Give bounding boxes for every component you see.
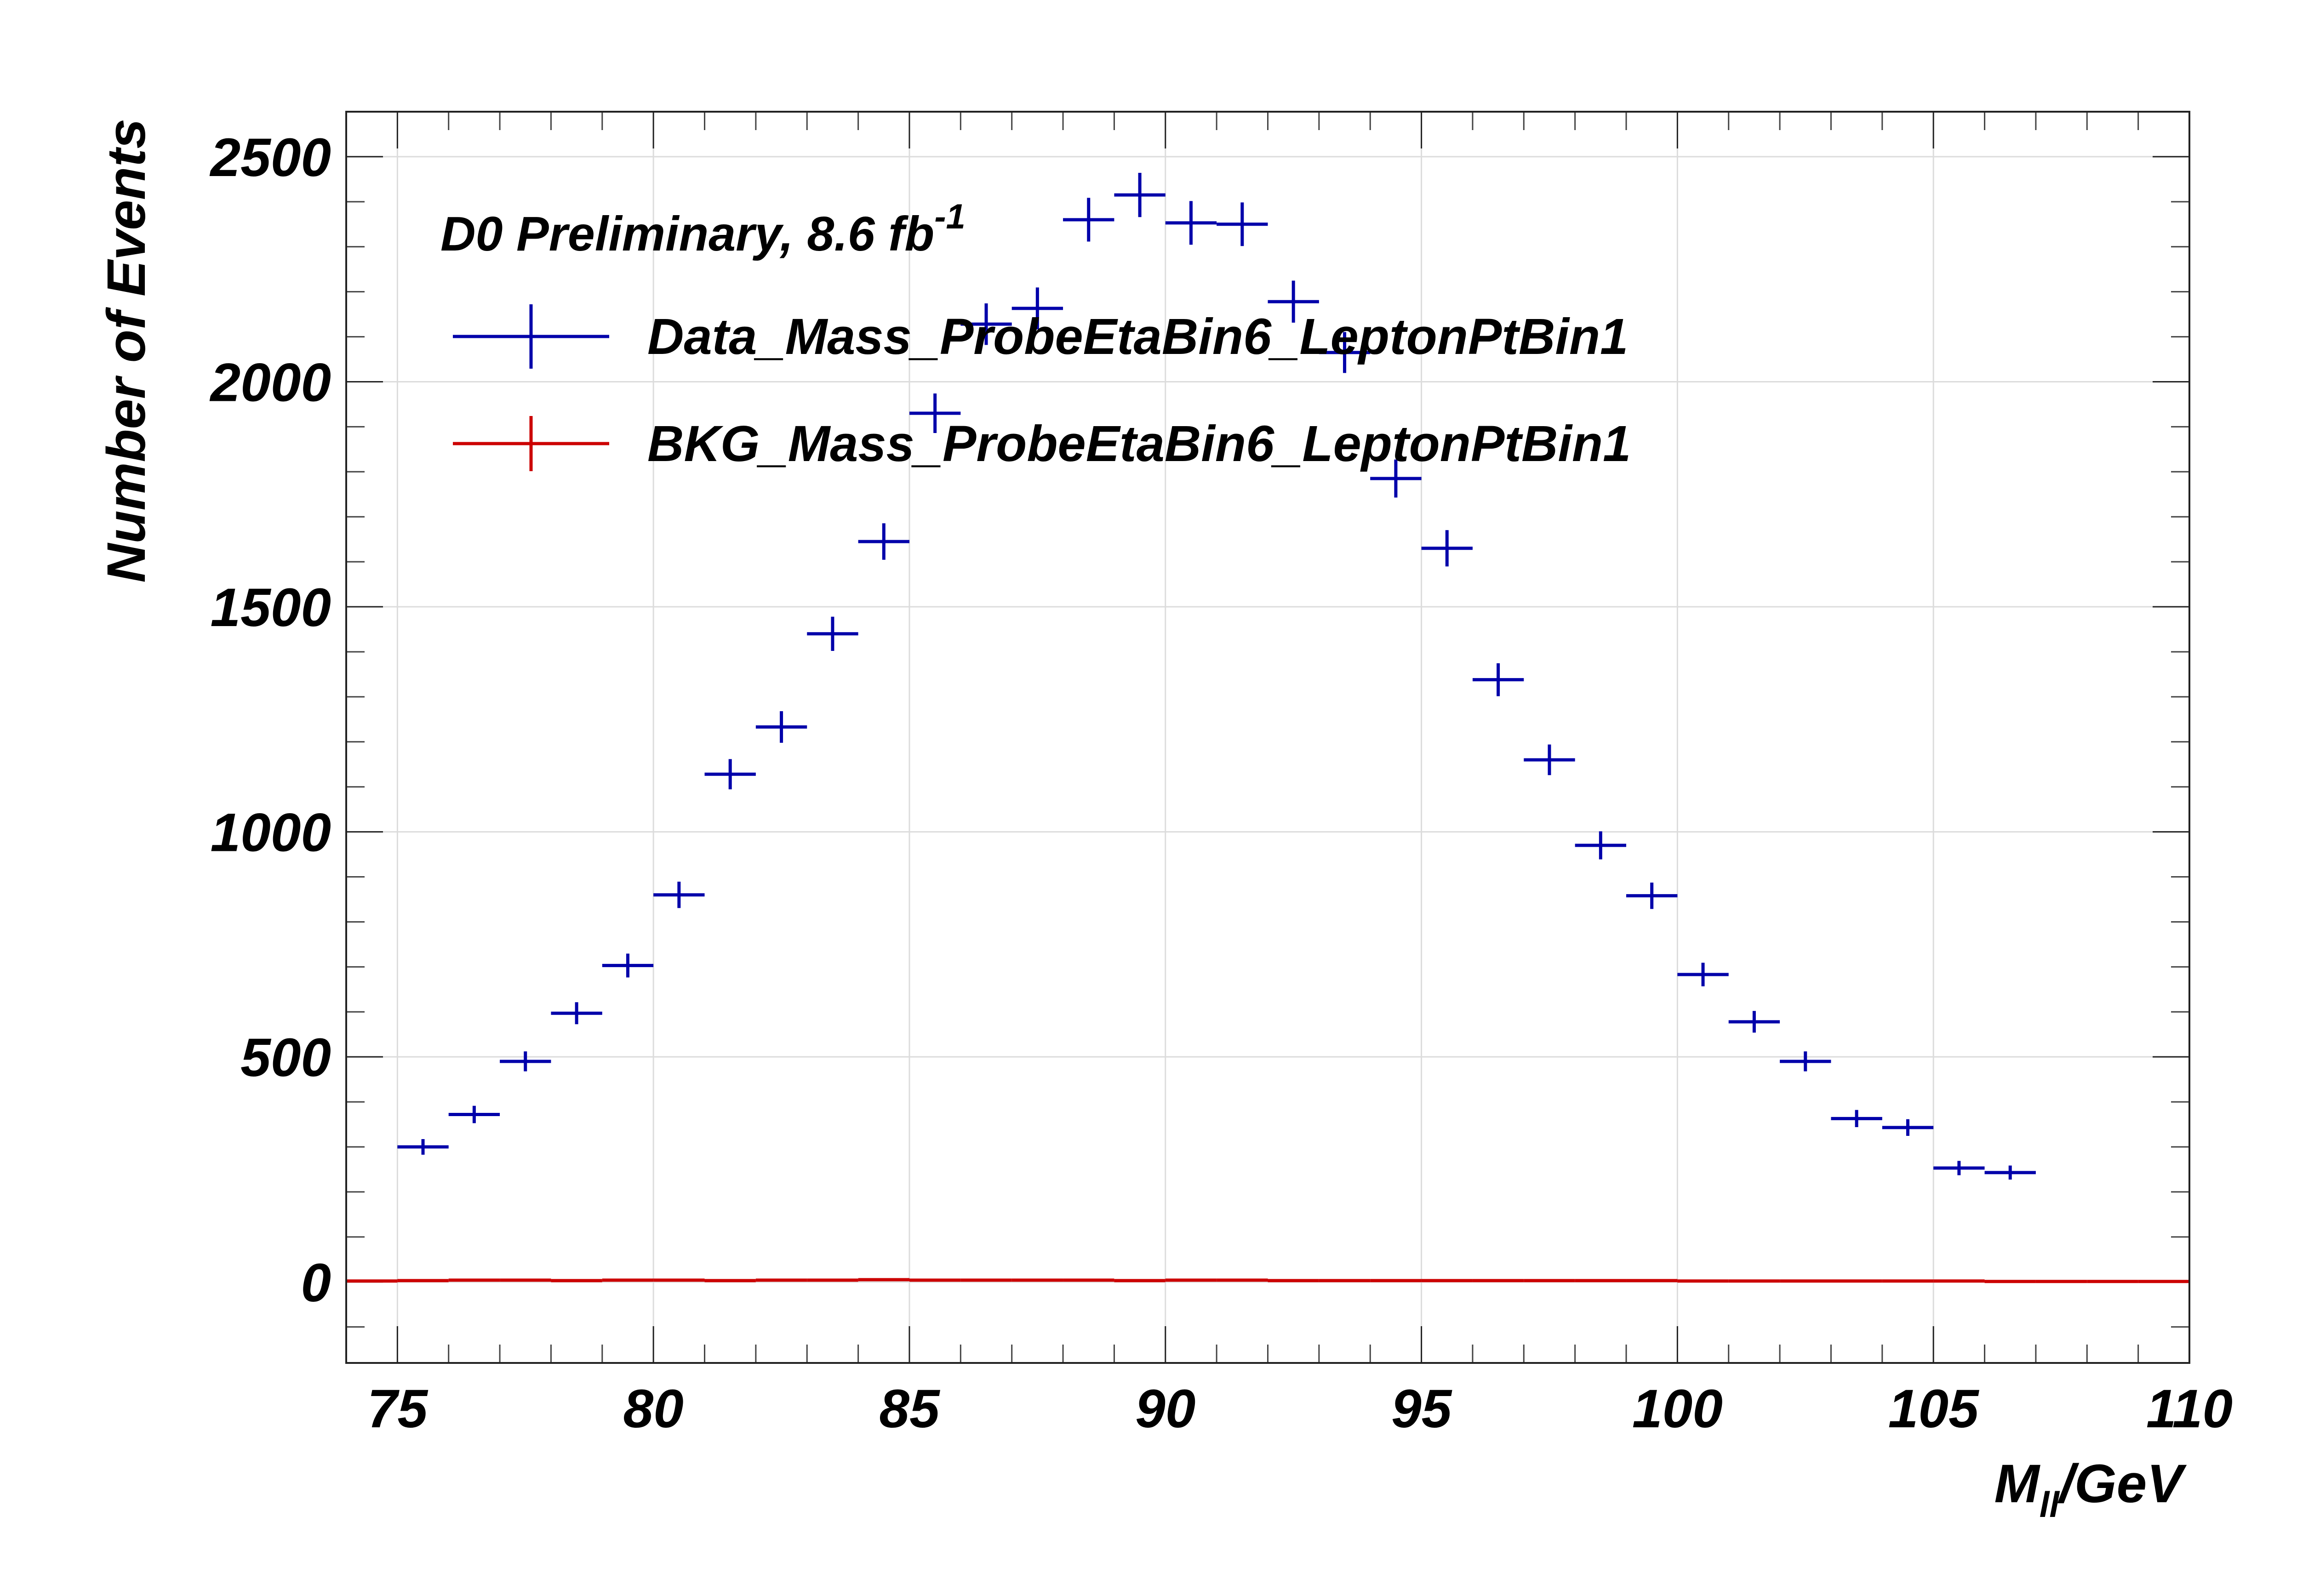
y-tick-labels: 0 500 1000 1500 2000 2500 [209, 127, 331, 1313]
y-axis-title: Number of Events [96, 119, 157, 583]
grid-lines [346, 112, 2190, 1363]
x-tick-label: 105 [1888, 1379, 1980, 1439]
data-point [1933, 1161, 1985, 1175]
x-tick-label: 110 [2146, 1379, 2233, 1439]
x-axis-title-unit: /GeV [2057, 1454, 2187, 1514]
data-point [1882, 1119, 1934, 1136]
svg-text:D0 Preliminary, 8.6 fb-1: D0 Preliminary, 8.6 fb-1 [440, 197, 966, 261]
x-axis-title: Mll/GeV [1994, 1454, 2187, 1525]
x-tick-label: 85 [879, 1379, 941, 1439]
data-point [1370, 459, 1422, 498]
legend: Data_Mass_ProbeEtaBin6_LeptonPtBin1 BKG_… [453, 304, 1631, 472]
x-tick-label: 75 [367, 1379, 429, 1439]
data-point [1421, 530, 1473, 567]
annotation: D0 Preliminary, 8.6 fb-1 [440, 197, 966, 261]
data-point [1984, 1165, 2036, 1180]
data-point [1217, 202, 1268, 246]
data-point [1319, 332, 1371, 373]
x-tick-label: 80 [623, 1379, 684, 1439]
data-point [807, 616, 858, 651]
y-tick-label: 2000 [209, 352, 331, 413]
annotation-text: D0 Preliminary, 8.6 fb [440, 207, 934, 261]
data-point [448, 1106, 500, 1123]
data-point [1677, 963, 1729, 986]
data-point [1472, 663, 1524, 696]
data-point [551, 1002, 602, 1025]
data-point [858, 523, 909, 560]
data-point [909, 393, 961, 433]
data-point [1728, 1011, 1780, 1033]
x-tick-label: 100 [1632, 1379, 1723, 1439]
annotation-superscript: -1 [934, 197, 966, 236]
data-series [397, 173, 2036, 1180]
y-tick-label: 2500 [209, 127, 331, 188]
x-axis-title-subscript: ll [2040, 1484, 2060, 1525]
data-point [1831, 1110, 1882, 1127]
data-point [500, 1051, 551, 1072]
x-tick-label: 95 [1391, 1379, 1453, 1439]
y-tick-label: 1000 [210, 803, 331, 863]
y-tick-label: 1500 [210, 577, 331, 638]
legend-entry-bkg: BKG_Mass_ProbeEtaBin6_LeptonPtBin1 [453, 416, 1631, 472]
plot-frame [345, 111, 2190, 1364]
data-point [1063, 198, 1114, 242]
data-point [602, 953, 654, 978]
y-tick-label: 0 [301, 1253, 331, 1313]
data-point [1165, 201, 1217, 245]
legend-label-data: Data_Mass_ProbeEtaBin6_LeptonPtBin1 [647, 308, 1628, 365]
x-tick-labels: 75 80 85 90 95 100 105 110 [367, 1379, 2233, 1439]
data-point [704, 759, 756, 790]
data-point [755, 711, 807, 743]
data-point [1268, 280, 1319, 323]
data-point [653, 881, 705, 908]
x-axis-title-main: M [1994, 1454, 2040, 1514]
data-point [1011, 287, 1063, 330]
data-point [1575, 831, 1627, 860]
data-point [397, 1139, 449, 1155]
bkg-series [346, 1278, 2189, 1283]
legend-label-bkg: BKG_Mass_ProbeEtaBin6_LeptonPtBin1 [647, 416, 1631, 472]
x-tick-label: 90 [1135, 1379, 1195, 1439]
minor-ticks [345, 111, 2190, 1363]
legend-entry-data: Data_Mass_ProbeEtaBin6_LeptonPtBin1 [453, 304, 1628, 369]
data-point [1626, 882, 1678, 909]
y-tick-label: 500 [240, 1027, 331, 1088]
data-point [960, 303, 1012, 345]
data-point [1780, 1051, 1831, 1072]
data-point [1524, 744, 1575, 775]
data-point [1114, 173, 1166, 217]
